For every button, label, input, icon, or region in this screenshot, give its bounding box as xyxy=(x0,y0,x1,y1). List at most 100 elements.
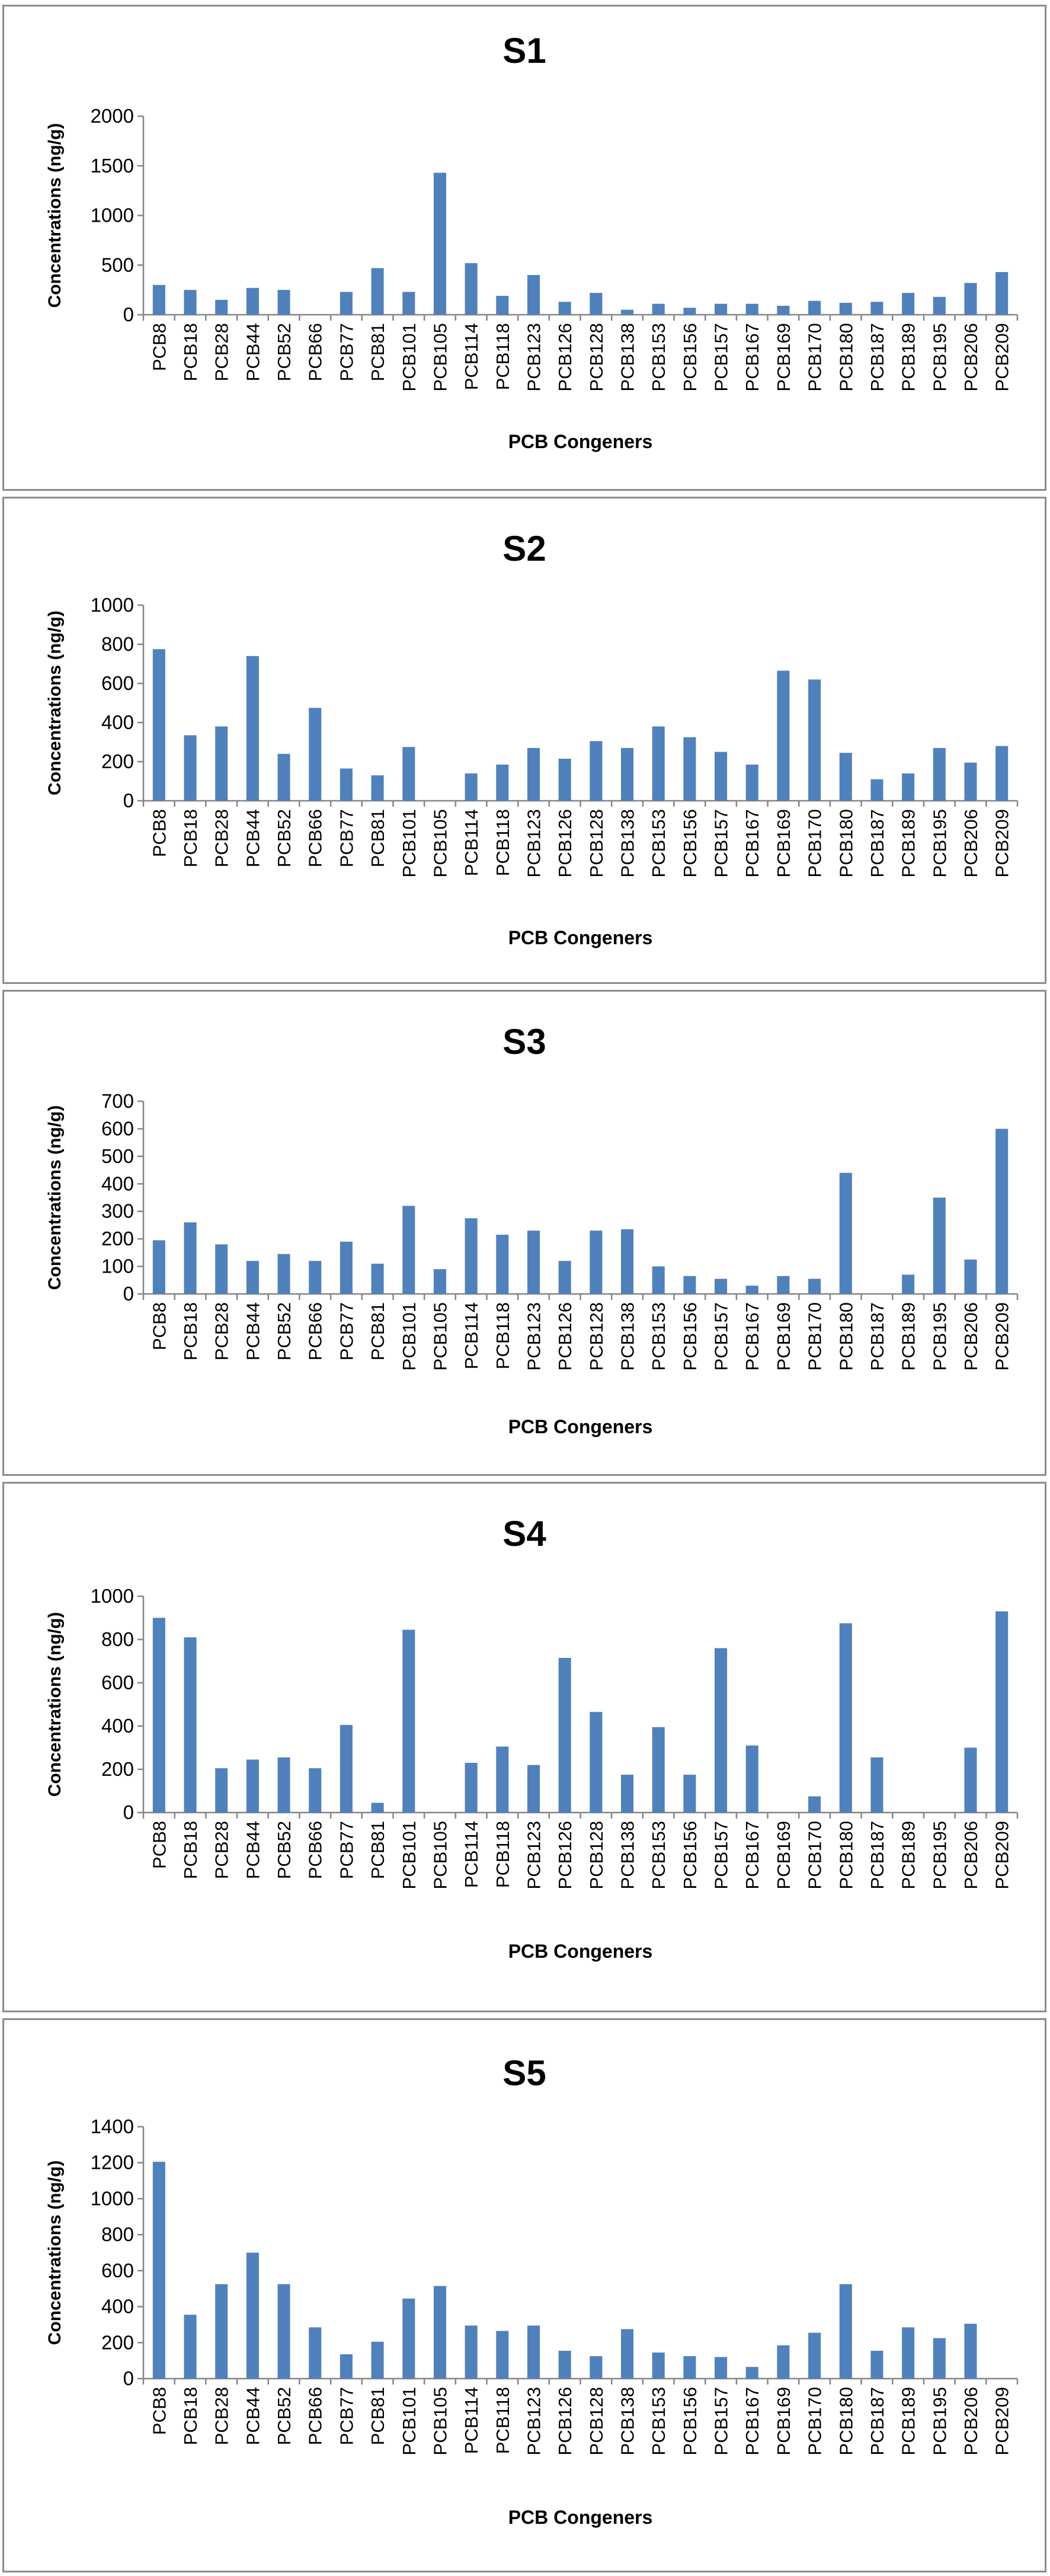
x-tick-label: PCB118 xyxy=(492,1302,513,1369)
bar-pcb153 xyxy=(652,2352,665,2379)
x-tick-label: PCB170 xyxy=(805,2387,825,2455)
bar-pcb126 xyxy=(558,1658,571,1813)
x-tick-label: PCB169 xyxy=(773,809,794,877)
x-axis-label: PCB Congeners xyxy=(508,1416,653,1437)
x-tick-label: PCB18 xyxy=(180,2387,201,2445)
bar-pcb189 xyxy=(902,773,915,801)
x-tick-label: PCB77 xyxy=(336,2387,357,2445)
x-tick-label: PCB167 xyxy=(742,1821,763,1889)
x-tick-label: PCB126 xyxy=(555,2387,575,2455)
bar-pcb18 xyxy=(184,735,197,801)
y-tick-label: 1400 xyxy=(91,2115,134,2137)
bar-pcb28 xyxy=(215,2284,228,2379)
x-tick-label: PCB156 xyxy=(680,1821,700,1889)
x-tick-label: PCB206 xyxy=(961,2387,981,2455)
bar-pcb77 xyxy=(340,2354,353,2379)
bar-pcb170 xyxy=(808,679,821,801)
x-tick-label: PCB77 xyxy=(336,323,357,381)
y-tick-label: 600 xyxy=(101,1671,134,1693)
x-tick-label: PCB195 xyxy=(929,809,950,877)
chart-title: S3 xyxy=(502,1022,546,1062)
y-tick-label: 200 xyxy=(101,750,134,772)
x-tick-label: PCB195 xyxy=(929,1302,950,1370)
x-tick-label: PCB44 xyxy=(242,1821,263,1879)
x-tick-label: PCB126 xyxy=(555,323,575,391)
y-tick-label: 1200 xyxy=(91,2152,134,2174)
bar-pcb170 xyxy=(808,1796,821,1813)
x-tick-label: PCB206 xyxy=(961,1821,981,1889)
x-tick-label: PCB156 xyxy=(680,809,700,877)
x-tick-label: PCB52 xyxy=(274,1302,294,1360)
x-tick-label: PCB157 xyxy=(711,809,732,877)
y-tick-label: 600 xyxy=(101,1117,134,1139)
bar-pcb123 xyxy=(527,747,540,801)
x-tick-label: PCB153 xyxy=(648,1821,669,1889)
x-tick-label: PCB114 xyxy=(461,2387,482,2454)
x-tick-label: PCB128 xyxy=(586,809,607,877)
bar-pcb138 xyxy=(620,747,634,801)
x-tick-label: PCB44 xyxy=(242,1302,263,1360)
bar-pcb118 xyxy=(496,1235,509,1294)
y-tick-label: 400 xyxy=(101,1172,134,1194)
bar-pcb138 xyxy=(620,309,634,315)
bar-pcb189 xyxy=(902,1274,915,1294)
y-tick-label: 400 xyxy=(101,1715,134,1737)
chart-panel-s5: S5 Concentrations (ng/g) PCB Congeners 0 200… xyxy=(2,2018,1046,2572)
bar-pcb52 xyxy=(277,753,290,801)
bar-pcb44 xyxy=(246,656,259,801)
bar-pcb187 xyxy=(870,2350,883,2379)
chart-title: S1 xyxy=(502,31,546,71)
x-tick-label: PCB81 xyxy=(367,323,388,381)
bar-pcb195 xyxy=(933,296,946,315)
x-tick-label: PCB44 xyxy=(242,323,263,381)
x-tick-label: PCB18 xyxy=(180,1821,201,1879)
bar-pcb77 xyxy=(340,1241,353,1294)
x-tick-label: PCB52 xyxy=(274,809,294,867)
y-axis-label: Concentrations (ng/g) xyxy=(45,2160,65,2345)
bar-pcb52 xyxy=(277,2284,290,2379)
x-tick-label: PCB170 xyxy=(805,323,825,391)
chart-panel-s3: S3 Concentrations (ng/g) PCB Congeners 0 100… xyxy=(2,990,1046,1476)
x-axis-label: PCB Congeners xyxy=(508,927,653,948)
bar-pcb114 xyxy=(465,263,478,315)
x-tick-label: PCB105 xyxy=(430,1821,450,1889)
bar-pcb52 xyxy=(277,1757,290,1813)
x-tick-label: PCB114 xyxy=(461,809,482,876)
x-tick-label: PCB114 xyxy=(461,1821,482,1888)
x-tick-label: PCB206 xyxy=(961,809,981,877)
chart-panel-s2: S2 Concentrations (ng/g) PCB Congeners 0 200… xyxy=(2,497,1046,984)
x-tick-label: PCB18 xyxy=(180,809,201,867)
bar-pcb28 xyxy=(215,1244,228,1294)
y-tick-label: 800 xyxy=(101,633,134,655)
bar-pcb8 xyxy=(152,285,165,315)
bar-pcb101 xyxy=(402,1206,415,1294)
chart-panel-s4: S4 Concentrations (ng/g) PCB Congeners 0 200… xyxy=(2,1482,1046,2012)
chart-title: S4 xyxy=(502,1514,546,1554)
bar-pcb128 xyxy=(590,1712,603,1813)
bar-pcb52 xyxy=(277,290,290,315)
x-tick-label: PCB118 xyxy=(492,809,513,876)
bar-pcb126 xyxy=(558,302,571,315)
x-tick-label: PCB189 xyxy=(898,323,919,391)
x-tick-label: PCB81 xyxy=(367,1302,388,1360)
x-tick-label: PCB101 xyxy=(399,1821,420,1889)
bar-pcb118 xyxy=(496,2331,509,2379)
x-tick-label: PCB157 xyxy=(711,323,732,391)
bar-pcb123 xyxy=(527,1231,540,1294)
bar-pcb167 xyxy=(745,303,758,315)
x-tick-label: PCB105 xyxy=(430,1302,450,1370)
x-tick-label: PCB66 xyxy=(305,323,326,381)
chart-panel-s1: S1 Concentrations (ng/g) PCB Congeners 0 500… xyxy=(2,5,1046,491)
bar-pcb128 xyxy=(590,741,603,801)
x-tick-label: PCB66 xyxy=(305,1821,326,1879)
x-tick-label: PCB101 xyxy=(399,809,420,877)
bar-pcb138 xyxy=(620,1775,634,1813)
bar-pcb157 xyxy=(715,1279,728,1294)
x-tick-label: PCB126 xyxy=(555,1302,575,1370)
x-tick-label: PCB156 xyxy=(680,2387,700,2455)
bar-pcb189 xyxy=(902,2327,915,2379)
bar-pcb77 xyxy=(340,1725,353,1813)
x-tick-label: PCB170 xyxy=(805,1302,825,1370)
bar-pcb187 xyxy=(870,779,883,801)
bar-pcb66 xyxy=(309,708,322,801)
